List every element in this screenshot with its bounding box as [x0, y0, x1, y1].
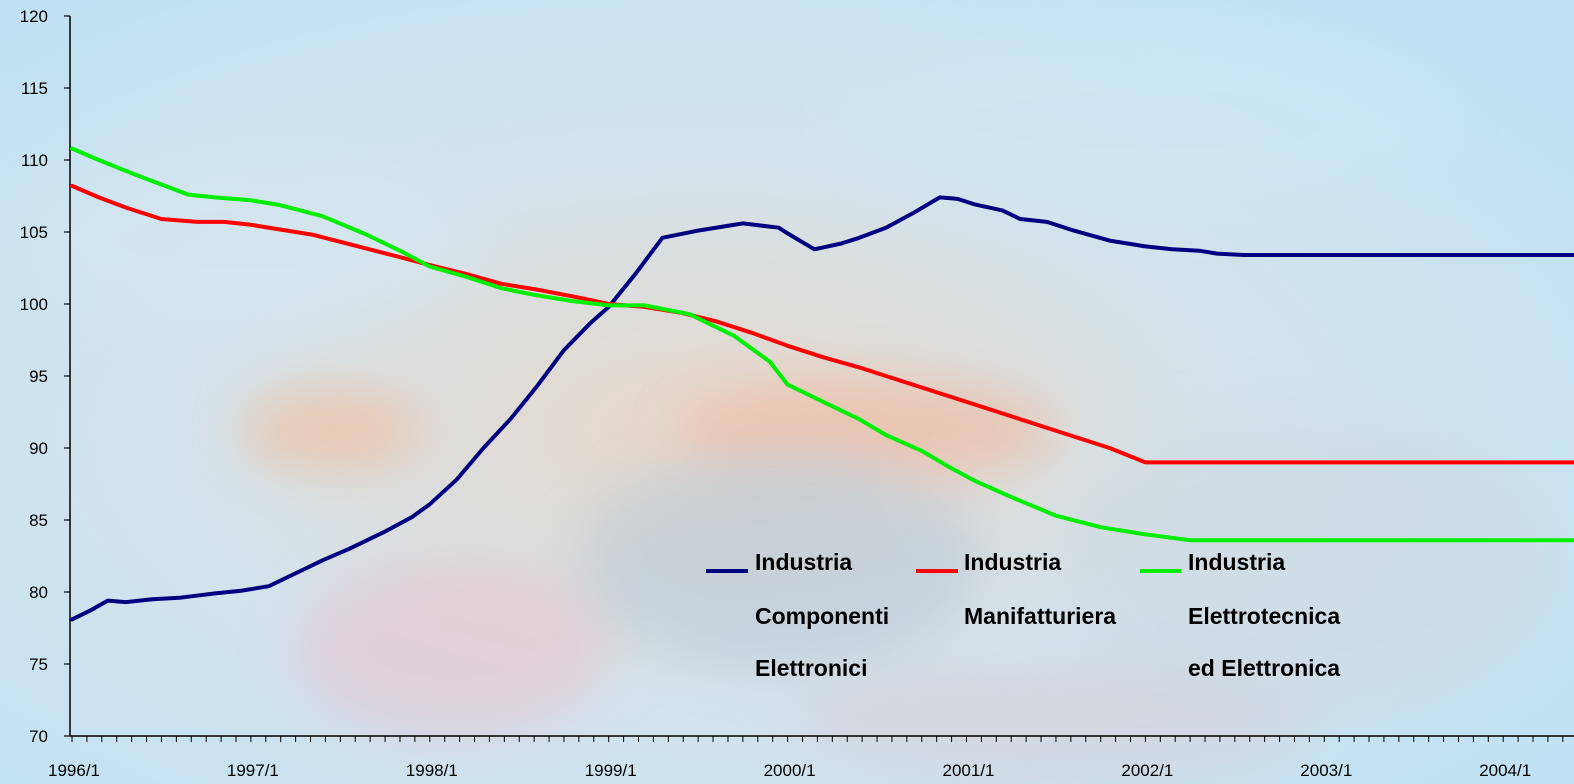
y-tick-label: 75 — [29, 655, 48, 674]
y-tick-label: 70 — [29, 727, 48, 746]
x-tick-label: 1997/1 — [227, 761, 279, 780]
legend-label: Industria — [1188, 549, 1285, 575]
legend-label: Componenti — [755, 603, 889, 629]
y-tick-label: 120 — [20, 7, 48, 26]
x-tick-label: 2002/1 — [1121, 761, 1173, 780]
x-tick-label: 2000/1 — [764, 761, 816, 780]
x-tick-label: 2004/1 — [1479, 761, 1531, 780]
legend-label: ed Elettronica — [1188, 655, 1340, 681]
y-tick-label: 85 — [29, 511, 48, 530]
x-tick-label: 1999/1 — [585, 761, 637, 780]
x-tick-label: 1996/1 — [48, 761, 100, 780]
legend-label: Elettrotecnica — [1188, 603, 1340, 629]
series-line-1 — [70, 195, 1574, 622]
series-line-3 — [70, 146, 1574, 543]
y-tick-label: 110 — [21, 151, 48, 170]
legend: Industria Componenti Elettronici Industria M… — [706, 549, 1340, 681]
x-tick-label: 2001/1 — [943, 761, 995, 780]
series-layer — [70, 146, 1574, 622]
y-tick-label: 105 — [20, 223, 48, 242]
x-tick-label: 2003/1 — [1300, 761, 1352, 780]
axes: 70 75 80 85 90 95 100 105 110 115 120 1996/1 1997/1… — [20, 7, 1574, 780]
series-line-2 — [70, 183, 1574, 465]
legend-label: Industria — [755, 549, 852, 575]
y-tick-label: 115 — [21, 79, 48, 98]
legend-label: Manifatturiera — [964, 603, 1116, 629]
x-tick-label: 1998/1 — [406, 761, 458, 780]
y-tick-label: 90 — [29, 439, 48, 458]
legend-label: Industria — [964, 549, 1061, 575]
y-tick-label: 95 — [29, 367, 48, 386]
y-tick-label: 100 — [20, 295, 48, 314]
y-tick-label: 80 — [29, 583, 48, 602]
legend-label: Elettronici — [755, 655, 867, 681]
